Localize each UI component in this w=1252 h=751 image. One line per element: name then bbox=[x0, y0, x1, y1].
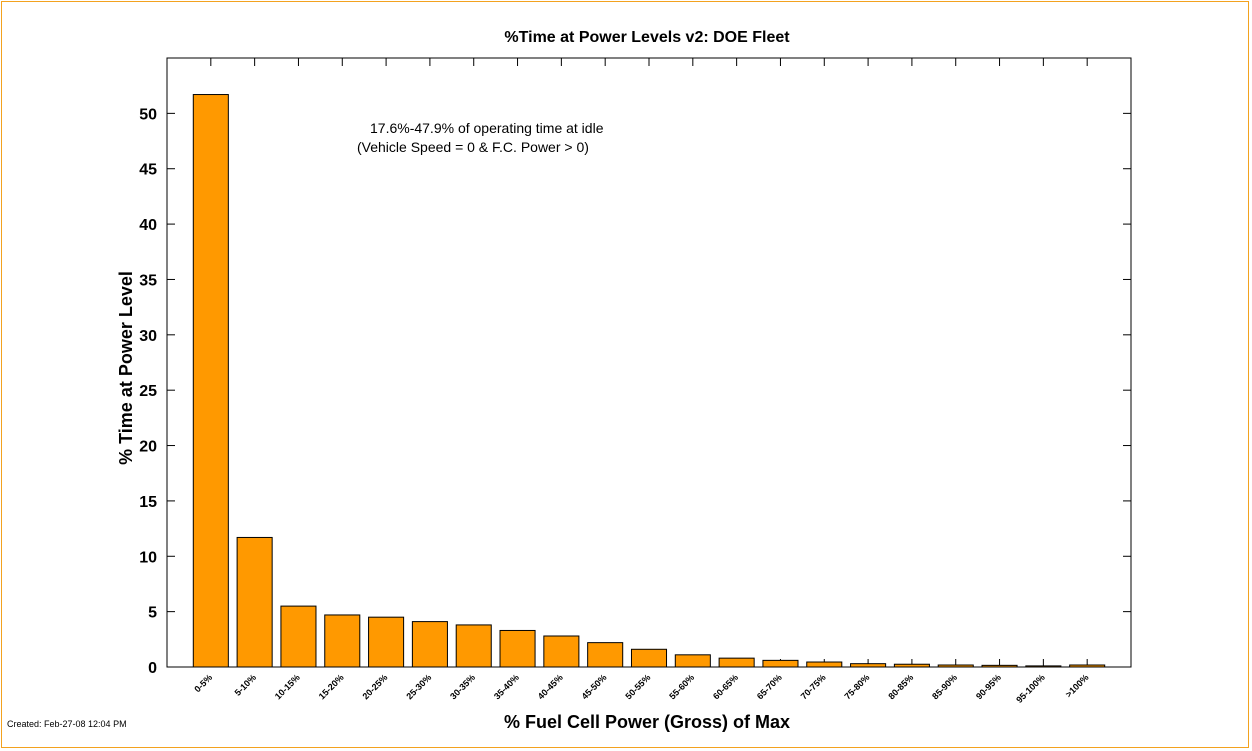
x-tick-label: 95-100% bbox=[1014, 672, 1047, 705]
bar bbox=[192, 94, 229, 668]
x-tick-label: 75-80% bbox=[842, 672, 871, 701]
y-tick-label: 45 bbox=[139, 162, 157, 179]
x-tick-label: 60-65% bbox=[711, 672, 740, 701]
x-tick-label: 85-90% bbox=[930, 672, 959, 701]
x-tick-labels: 0-5% 5-10% 10-15% 15-20% 20-25% 25-30% 30-35% 3… bbox=[192, 672, 1090, 705]
x-tick-label: 5-10% bbox=[233, 672, 258, 697]
bar bbox=[324, 614, 361, 668]
bar bbox=[850, 663, 887, 668]
x-tick-label: 55-60% bbox=[667, 672, 696, 701]
annotation-idle-definition: (Vehicle Speed = 0 & F.C. Power > 0) bbox=[357, 139, 589, 155]
bar bbox=[587, 642, 624, 668]
y-axis-label: % Time at Power Level bbox=[116, 271, 136, 465]
x-tick-label: 25-30% bbox=[404, 672, 433, 701]
x-tick-label: 0-5% bbox=[192, 672, 214, 694]
x-tick-label: 15-20% bbox=[317, 672, 346, 701]
x-tick-label: 50-55% bbox=[623, 672, 652, 701]
x-axis-label: % Fuel Cell Power (Gross) of Max bbox=[504, 712, 790, 732]
plot-frame bbox=[166, 57, 1132, 668]
y-tick-label: 20 bbox=[139, 439, 157, 456]
bar bbox=[893, 663, 930, 668]
bar bbox=[455, 624, 492, 668]
y-tick-label: 30 bbox=[139, 328, 157, 345]
bar bbox=[236, 536, 273, 668]
y-tick-label: 5 bbox=[148, 605, 157, 622]
x-tick-label: 20-25% bbox=[360, 672, 389, 701]
y-tick-label: 40 bbox=[139, 217, 157, 234]
bar bbox=[280, 605, 317, 668]
y-tick-label: 10 bbox=[139, 549, 157, 566]
bar bbox=[981, 664, 1018, 668]
x-tick-label: 80-85% bbox=[886, 672, 915, 701]
x-tick-label: 65-70% bbox=[755, 672, 784, 701]
y-tick-label: 25 bbox=[139, 383, 157, 400]
x-tick-label: 10-15% bbox=[273, 672, 302, 701]
bar bbox=[411, 621, 448, 668]
bars bbox=[192, 94, 1106, 668]
bar bbox=[806, 661, 843, 668]
plot-area: 0 5 10 15 20 25 30 35 40 45 50 0-5% 5-10% 10-15% 15-2… bbox=[139, 57, 1132, 705]
bar bbox=[674, 654, 711, 668]
bar bbox=[368, 616, 405, 668]
x-tick-label: >100% bbox=[1064, 672, 1091, 699]
x-tick-label: 45-50% bbox=[580, 672, 609, 701]
x-tick-label: 40-45% bbox=[536, 672, 565, 701]
bar bbox=[762, 659, 799, 668]
bar bbox=[543, 635, 580, 668]
x-tick-label: 70-75% bbox=[799, 672, 828, 701]
y-tick-label: 15 bbox=[139, 494, 157, 511]
bar bbox=[937, 664, 974, 668]
created-timestamp: Created: Feb-27-08 12:04 PM bbox=[7, 719, 127, 729]
bar bbox=[499, 629, 536, 668]
y-tick-label: 35 bbox=[139, 272, 157, 289]
bar bbox=[1069, 664, 1106, 668]
x-tick-label: 90-95% bbox=[974, 672, 1003, 701]
bar bbox=[1025, 665, 1062, 668]
y-tick-label: 0 bbox=[148, 660, 157, 677]
bar bbox=[718, 657, 755, 668]
y-tick-labels: 0 5 10 15 20 25 30 35 40 45 50 bbox=[139, 106, 157, 677]
x-tick-label: 30-35% bbox=[448, 672, 477, 701]
annotation-idle-range: 17.6%-47.9% of operating time at idle bbox=[370, 120, 604, 136]
axis-ticks bbox=[167, 58, 1131, 668]
x-tick-label: 35-40% bbox=[492, 672, 521, 701]
bar bbox=[630, 648, 668, 668]
chart-title: %Time at Power Levels v2: DOE Fleet bbox=[504, 29, 790, 46]
y-tick-label: 50 bbox=[139, 106, 157, 123]
